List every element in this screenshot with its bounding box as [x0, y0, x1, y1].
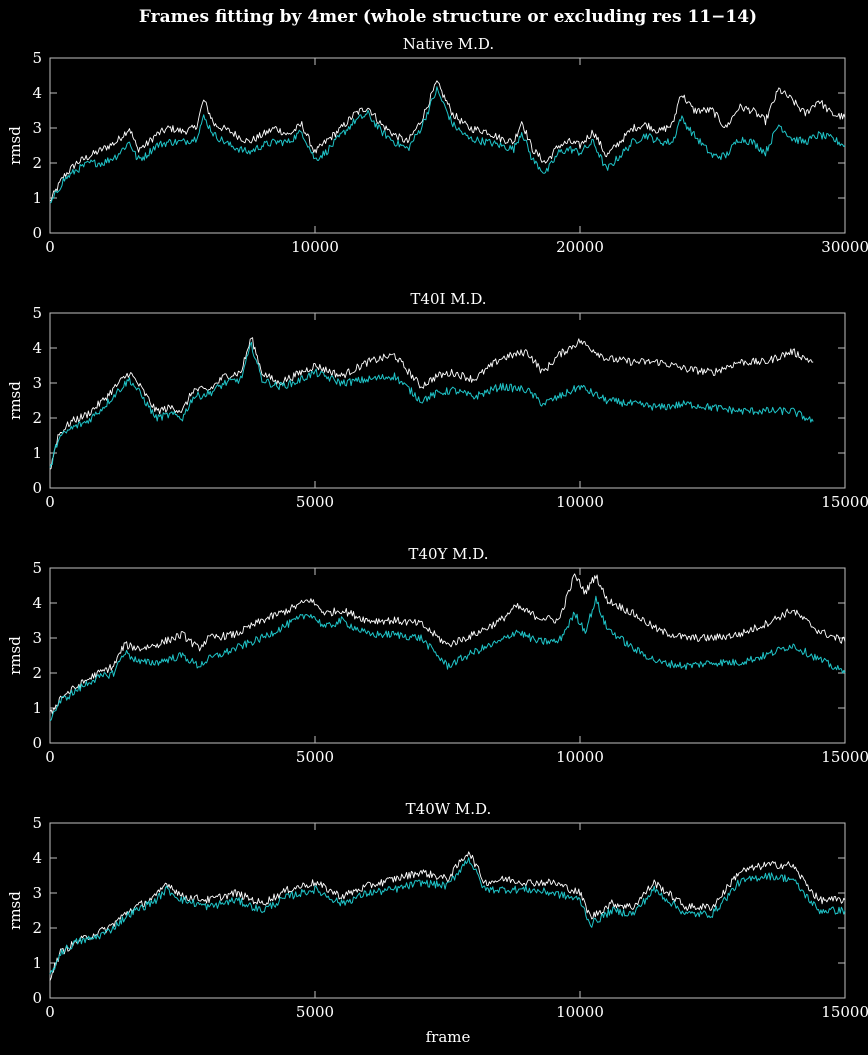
y-tick-label: 1	[32, 954, 42, 972]
y-tick-label: 5	[32, 559, 42, 577]
series-line-excluding-res	[49, 341, 814, 468]
y-tick-label: 4	[32, 849, 42, 867]
series-line-excluding-res	[49, 857, 846, 975]
y-tick-label: 3	[32, 884, 42, 902]
x-tick-label: 10000	[556, 1003, 604, 1021]
y-tick-label: 4	[32, 594, 42, 612]
x-tick-label: 15000	[821, 748, 868, 766]
plot-frame	[49, 567, 846, 744]
x-tick-label: 0	[45, 748, 55, 766]
y-tick-label: 4	[32, 84, 42, 102]
y-axis-label: rmsd	[6, 636, 24, 675]
y-tick-label: 0	[32, 224, 42, 242]
series-line-whole-structure	[49, 337, 814, 470]
y-tick-label: 3	[32, 629, 42, 647]
y-tick-label: 4	[32, 339, 42, 357]
y-tick-label: 1	[32, 444, 42, 462]
y-tick-label: 0	[32, 734, 42, 752]
y-tick-label: 5	[32, 49, 42, 67]
panel-4: T40W M.D. rmsd 0 1 2 3 4 5 0 5000 10000 15000	[6, 800, 868, 1021]
y-tick-label: 0	[32, 989, 42, 1007]
y-tick-label: 2	[32, 409, 42, 427]
y-tick-label: 1	[32, 699, 42, 717]
y-tick-label: 0	[32, 479, 42, 497]
series-line-whole-structure	[49, 80, 846, 202]
series-line-whole-structure	[49, 573, 846, 715]
figure-title: Frames fitting by 4mer (whole structure …	[139, 7, 757, 27]
series-line-whole-structure	[49, 851, 846, 981]
x-tick-label: 0	[45, 1003, 55, 1021]
y-tick-label: 1	[32, 189, 42, 207]
panel-title: T40I M.D.	[410, 290, 486, 308]
x-tick-label: 10000	[291, 238, 339, 256]
x-tick-label: 10000	[556, 493, 604, 511]
y-axis-label: rmsd	[6, 126, 24, 165]
panel-3: T40Y M.D. rmsd 0 1 2 3 4 5 0 5000 10000 15000	[6, 545, 868, 766]
series-line-excluding-res	[49, 86, 846, 204]
panel-title: T40Y M.D.	[408, 545, 488, 563]
series-line-excluding-res	[49, 595, 846, 722]
x-tick-label: 10000	[556, 748, 604, 766]
panel-title: Native M.D.	[403, 35, 494, 53]
panel-1: Native M.D. rmsd 0 1 2 3 4 5 0 10000 20000 30000	[6, 35, 868, 256]
y-axis-label: rmsd	[6, 381, 24, 420]
y-tick-label: 2	[32, 154, 42, 172]
x-tick-label: 15000	[821, 493, 868, 511]
y-tick-label: 3	[32, 119, 42, 137]
y-axis-label: rmsd	[6, 891, 24, 930]
x-axis-label: frame	[426, 1028, 471, 1046]
x-tick-label: 5000	[296, 748, 334, 766]
x-tick-label: 0	[45, 238, 55, 256]
x-tick-label: 5000	[296, 1003, 334, 1021]
panel-2: T40I M.D. rmsd 0 1 2 3 4 5 0 5000 10000 15000	[6, 290, 868, 511]
x-tick-label: 30000	[821, 238, 868, 256]
x-tick-label: 0	[45, 493, 55, 511]
y-tick-label: 2	[32, 664, 42, 682]
x-tick-label: 20000	[556, 238, 604, 256]
plot-frame	[49, 312, 846, 489]
y-tick-label: 2	[32, 919, 42, 937]
y-tick-label: 3	[32, 374, 42, 392]
y-tick-label: 5	[32, 814, 42, 832]
panel-title: T40W M.D.	[406, 800, 492, 818]
x-tick-label: 15000	[821, 1003, 868, 1021]
y-tick-label: 5	[32, 304, 42, 322]
x-tick-label: 5000	[296, 493, 334, 511]
